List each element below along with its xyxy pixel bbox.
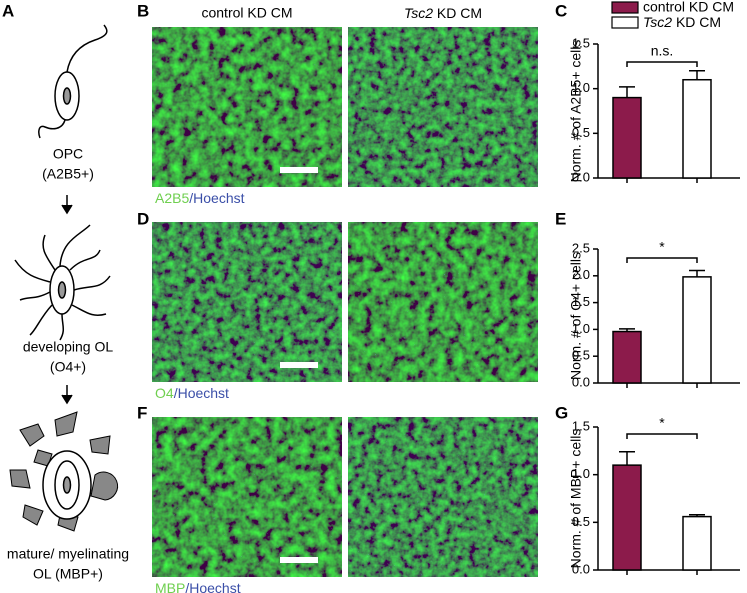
legend-label: Tsc2 KD CM: [643, 14, 721, 30]
scale-bar: [280, 557, 318, 563]
y-tick-label: 2.5: [572, 240, 590, 255]
counterstain: /Hoechst: [189, 190, 244, 206]
y-axis-label: Norm. # of MBP+ cells: [568, 429, 584, 569]
bar: [682, 276, 712, 384]
micrograph-nuclei: [152, 222, 342, 382]
error-bar: [619, 86, 635, 98]
stain-label: MBP/Hoechst: [155, 580, 241, 593]
micrograph-nuclei: [152, 417, 342, 577]
y-tick-label: 0.5: [572, 348, 590, 363]
legend-swatch: [611, 16, 639, 29]
significance-bracket: [626, 61, 698, 67]
micrograph-nuclei: [348, 417, 538, 577]
y-tick-label: 1.0: [572, 466, 590, 481]
y-tick-label: 1.0: [572, 80, 590, 95]
legend-label: control KD CM: [643, 0, 734, 15]
bar: [682, 78, 712, 179]
stain-label: O4/Hoechst: [155, 385, 229, 401]
stain: MBP: [155, 580, 185, 593]
bar: [612, 464, 642, 571]
stage-marker: OL (MBP+): [33, 566, 103, 582]
significance-bracket: [626, 257, 698, 263]
counterstain: /Hoechst: [174, 385, 229, 401]
y-tick-label: 0.5: [572, 125, 590, 140]
stain-label: A2B5/Hoechst: [155, 190, 245, 206]
schematic: [9, 24, 119, 532]
micrograph-nuclei: [348, 222, 538, 382]
scale-bar: [280, 167, 318, 173]
error-bar: [689, 513, 705, 517]
stage-name: mature/ myelinating: [7, 546, 129, 562]
y-tick-label: 0.5: [572, 514, 590, 529]
bar: [612, 330, 642, 384]
panel-label: E: [555, 209, 566, 228]
y-tick-label: 0.0: [572, 169, 590, 184]
panel-label: G: [555, 403, 568, 422]
legend-swatch: [611, 1, 639, 14]
y-tick-label: 0.0: [572, 374, 590, 389]
bar: [612, 96, 642, 179]
error-bar: [619, 328, 635, 332]
column-header: Tsc2 KD CM: [404, 5, 482, 21]
y-tick-label: 1.0: [572, 321, 590, 336]
bar: [682, 515, 712, 571]
significance-label: n.s.: [651, 43, 674, 59]
counterstain: /Hoechst: [185, 580, 240, 593]
y-tick-label: 0.0: [572, 561, 590, 576]
stage-marker: (A2B5+): [42, 166, 94, 182]
error-bar: [689, 269, 705, 277]
micrograph-nuclei: [152, 27, 342, 187]
micrograph-nuclei: [348, 27, 538, 187]
panel-label: D: [137, 209, 149, 228]
y-tick-label: 1.5: [572, 35, 590, 50]
y-axis-label: Norm. # of O4+ cells: [568, 252, 584, 380]
stage-marker: (O4+): [50, 359, 86, 375]
panel-label: F: [137, 403, 147, 422]
panel-label: C: [555, 1, 567, 20]
y-tick-label: 1.5: [572, 418, 590, 433]
stage-name: developing OL: [23, 339, 114, 355]
panel-label: B: [137, 1, 149, 20]
significance-label: *: [659, 239, 665, 255]
column-header: control KD CM: [201, 5, 292, 21]
significance-bracket: [626, 433, 698, 439]
significance-label: *: [659, 415, 665, 431]
y-tick-label: 2.0: [572, 267, 590, 282]
stage-name: OPC: [53, 146, 83, 162]
error-bar: [619, 451, 635, 466]
scale-bar: [280, 362, 318, 368]
stain: O4: [155, 385, 174, 401]
y-tick-label: 1.5: [572, 294, 590, 309]
panel-label: A: [2, 1, 14, 20]
stain: A2B5: [155, 190, 189, 206]
error-bar: [689, 70, 705, 80]
y-axis-label: Norm. # of A2B5+ cells: [568, 40, 584, 183]
